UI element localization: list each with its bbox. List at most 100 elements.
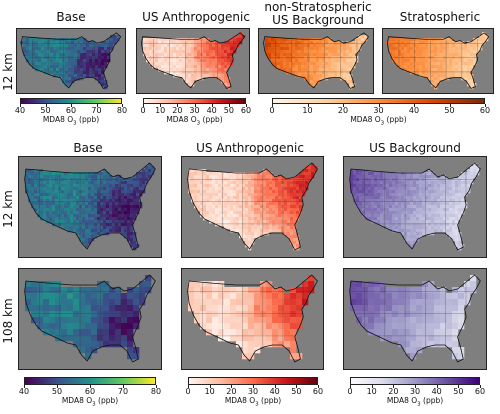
state-boundary: [94, 49, 95, 51]
heatmap-cell: [295, 50, 299, 54]
heatmap-cell: [227, 80, 231, 84]
heatmap-cell: [218, 172, 222, 176]
heatmap-cell: [284, 181, 288, 185]
heatmap-cell: [76, 199, 80, 203]
heatmap-cell: [263, 172, 267, 176]
state-boundary: [234, 201, 236, 202]
state-boundary: [240, 179, 242, 180]
heatmap-cell: [428, 68, 432, 72]
state-boundary: [49, 71, 51, 73]
heatmap-cell: [298, 59, 302, 63]
state-boundary: [73, 179, 75, 180]
heatmap-cell: [377, 199, 381, 203]
state-boundary: [282, 187, 284, 189]
heatmap-cell: [331, 47, 335, 51]
heatmap-cell: [94, 190, 98, 194]
heatmap-cell: [104, 59, 108, 63]
heatmap-cell: [313, 47, 317, 51]
state-boundary: [398, 63, 400, 65]
heatmap-cell: [319, 44, 323, 48]
state-boundary: [117, 201, 119, 202]
state-boundary: [201, 51, 202, 53]
heatmap-cell: [94, 184, 98, 188]
heatmap-cell: [185, 68, 189, 72]
heatmap-cell: [331, 59, 335, 63]
state-boundary: [289, 43, 291, 44]
heatmap-cell: [85, 217, 89, 221]
heatmap-cell: [200, 181, 204, 185]
heatmap-cell: [380, 181, 384, 185]
state-boundary: [414, 53, 415, 55]
heatmap-cell: [280, 53, 284, 57]
state-boundary: [356, 41, 358, 43]
state-boundary: [289, 57, 291, 58]
heatmap-cell: [46, 184, 50, 188]
heatmap-cell: [53, 68, 57, 72]
state-boundary: [47, 71, 49, 73]
state-boundary: [282, 183, 284, 185]
heatmap-cell: [295, 41, 299, 45]
state-boundary: [307, 67, 309, 69]
state-boundary: [32, 47, 33, 49]
state-boundary: [280, 201, 282, 202]
heatmap-cell: [89, 71, 93, 75]
heatmap-cell: [188, 44, 192, 48]
state-boundary: [103, 179, 105, 180]
heatmap-cell: [53, 59, 57, 63]
heatmap-cell: [278, 205, 282, 209]
state-boundary: [291, 51, 293, 53]
state-boundary: [356, 39, 358, 41]
heatmap-cell: [263, 205, 267, 209]
state-boundary: [39, 215, 40, 217]
heatmap-cell: [434, 196, 438, 200]
heatmap-cell: [79, 187, 83, 191]
heatmap-cell: [230, 199, 234, 203]
state-boundary: [63, 201, 65, 202]
state-boundary: [79, 235, 81, 237]
heatmap-cell: [419, 68, 423, 72]
heatmap-cell: [377, 193, 381, 197]
heatmap-cell: [304, 41, 308, 45]
state-boundary: [153, 55, 154, 57]
heatmap-cell: [100, 184, 104, 188]
state-boundary: [323, 71, 325, 73]
heatmap-cell: [401, 199, 405, 203]
heatmap-cell: [236, 175, 240, 179]
heatmap-cell: [185, 80, 189, 84]
state-boundary: [223, 57, 225, 58]
state-boundary: [324, 77, 325, 79]
heatmap-cell: [455, 187, 459, 191]
heatmap-cell: [98, 47, 102, 51]
heatmap-cell: [224, 208, 228, 212]
heatmap-cell: [434, 74, 438, 78]
heatmap-cell: [245, 172, 249, 176]
heatmap-cell: [284, 220, 288, 224]
state-boundary: [47, 57, 49, 58]
heatmap-cell: [301, 68, 305, 72]
heatmap-cell: [224, 175, 228, 179]
heatmap-cell: [230, 214, 234, 218]
heatmap-cell: [449, 193, 453, 197]
heatmap-cell: [280, 68, 284, 72]
state-boundary: [75, 71, 77, 73]
state-boundary: [356, 49, 358, 51]
state-boundary: [331, 71, 333, 73]
state-boundary: [69, 71, 71, 73]
state-boundary: [430, 47, 431, 49]
heatmap-cell: [308, 175, 312, 179]
state-boundary: [59, 183, 61, 185]
state-boundary: [414, 39, 415, 41]
heatmap-cell: [365, 196, 369, 200]
state-boundary: [185, 75, 186, 77]
heatmap-cell: [38, 65, 42, 69]
state-boundary: [39, 43, 41, 44]
heatmap-cell: [272, 190, 276, 194]
heatmap-cell: [23, 41, 27, 45]
heatmap-cell: [428, 187, 432, 191]
state-boundary: [120, 227, 121, 229]
heatmap-cell: [428, 47, 432, 51]
heatmap-cell: [271, 38, 275, 42]
heatmap-cell: [136, 193, 140, 197]
heatmap-cell: [260, 208, 264, 212]
state-boundary: [307, 43, 309, 44]
